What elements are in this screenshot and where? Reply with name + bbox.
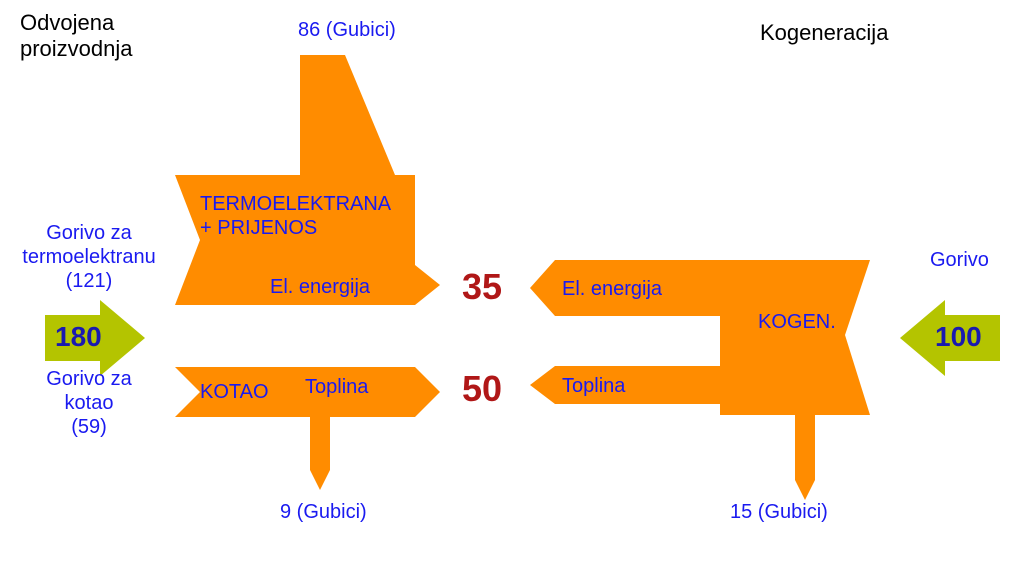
left-fuel-top-label: Gorivo za termoelektranu (121) bbox=[14, 221, 164, 293]
title-right: Kogeneracija bbox=[760, 20, 888, 46]
termoelektrana-shape bbox=[175, 55, 440, 305]
termo-output-label: El. energija bbox=[270, 275, 370, 299]
right-bottom-loss-label: 15 (Gubici) bbox=[730, 500, 828, 524]
kogen-out-bottom-label: Toplina bbox=[562, 374, 625, 398]
center-elec-value: 35 bbox=[462, 266, 502, 308]
center-heat-value: 50 bbox=[462, 368, 502, 410]
kogen-label: KOGEN. bbox=[758, 310, 836, 334]
left-top-loss-label: 86 (Gubici) bbox=[298, 18, 396, 42]
left-arrow-value: 180 bbox=[55, 321, 102, 353]
right-arrow-value: 100 bbox=[935, 321, 982, 353]
right-fuel-label: Gorivo bbox=[930, 248, 989, 272]
kotao-output-label: Toplina bbox=[305, 375, 368, 399]
termo-label-1: TERMOELEKTRANA bbox=[200, 192, 391, 216]
left-fuel-bottom-label: Gorivo za kotao (59) bbox=[14, 367, 164, 439]
kogen-out-top-label: El. energija bbox=[562, 277, 662, 301]
kotao-label: KOTAO bbox=[200, 380, 269, 404]
left-bottom-loss-label: 9 (Gubici) bbox=[280, 500, 367, 524]
termo-label-2: + PRIJENOS bbox=[200, 216, 317, 240]
title-left: Odvojena proizvodnja bbox=[20, 10, 133, 63]
